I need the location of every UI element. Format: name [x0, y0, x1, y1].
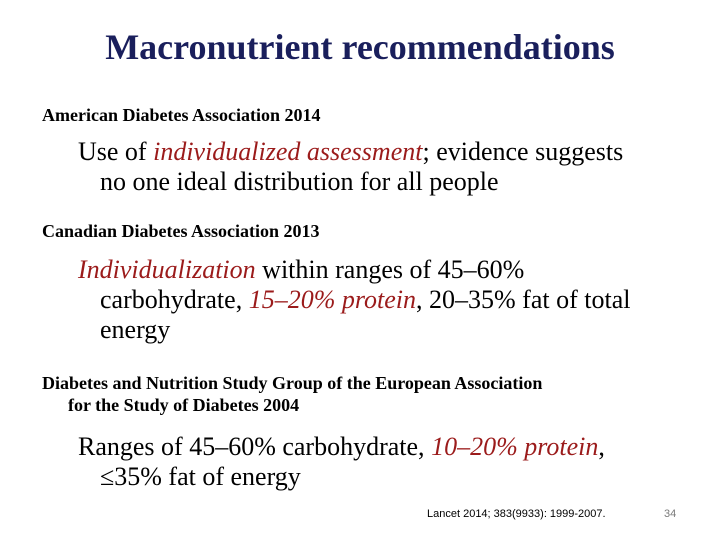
section-heading-easd: Diabetes and Nutrition Study Group of th…	[42, 372, 702, 416]
body-text: ≤35% fat of energy	[100, 462, 301, 491]
body-text: energy	[100, 315, 171, 344]
body-text: ,	[598, 432, 605, 461]
body-text: , 20–35% fat of total	[416, 285, 631, 314]
highlight-text: 15–20% protein	[248, 285, 417, 314]
body-text: Use of	[78, 137, 154, 166]
body-text: ; evidence suggests	[422, 137, 624, 166]
section-heading-ada: American Diabetes Association 2014	[42, 105, 321, 125]
highlight-text: Individualization	[78, 255, 256, 284]
section-body-ada: Use of individualized assessment; eviden…	[78, 137, 698, 197]
section-body-easd: Ranges of 45–60% carbohydrate, 10–20% pr…	[78, 432, 698, 492]
section-body-cda: Individualization within ranges of 45–60…	[78, 255, 698, 345]
highlight-text: individualized assessment	[153, 137, 423, 166]
page-number: 34	[664, 508, 677, 520]
highlight-text: 10–20% protein	[431, 432, 599, 461]
citation: Lancet 2014; 383(9933): 1999-2007.	[427, 508, 606, 520]
body-text: no one ideal distribution for all people	[100, 167, 499, 196]
heading-text: for the Study of Diabetes 2004	[68, 395, 300, 415]
body-text: Ranges of 45–60% carbohydrate,	[78, 432, 432, 461]
slide-title: Macronutrient recommendations	[105, 27, 615, 67]
body-line: carbohydrate, 15–20% protein, 20–35% fat…	[78, 285, 698, 315]
body-text: within ranges of 45–60%	[255, 255, 525, 284]
heading-text: Diabetes and Nutrition Study Group of th…	[42, 373, 543, 393]
section-heading-cda: Canadian Diabetes Association 2013	[42, 221, 320, 241]
body-text: carbohydrate,	[100, 285, 249, 314]
